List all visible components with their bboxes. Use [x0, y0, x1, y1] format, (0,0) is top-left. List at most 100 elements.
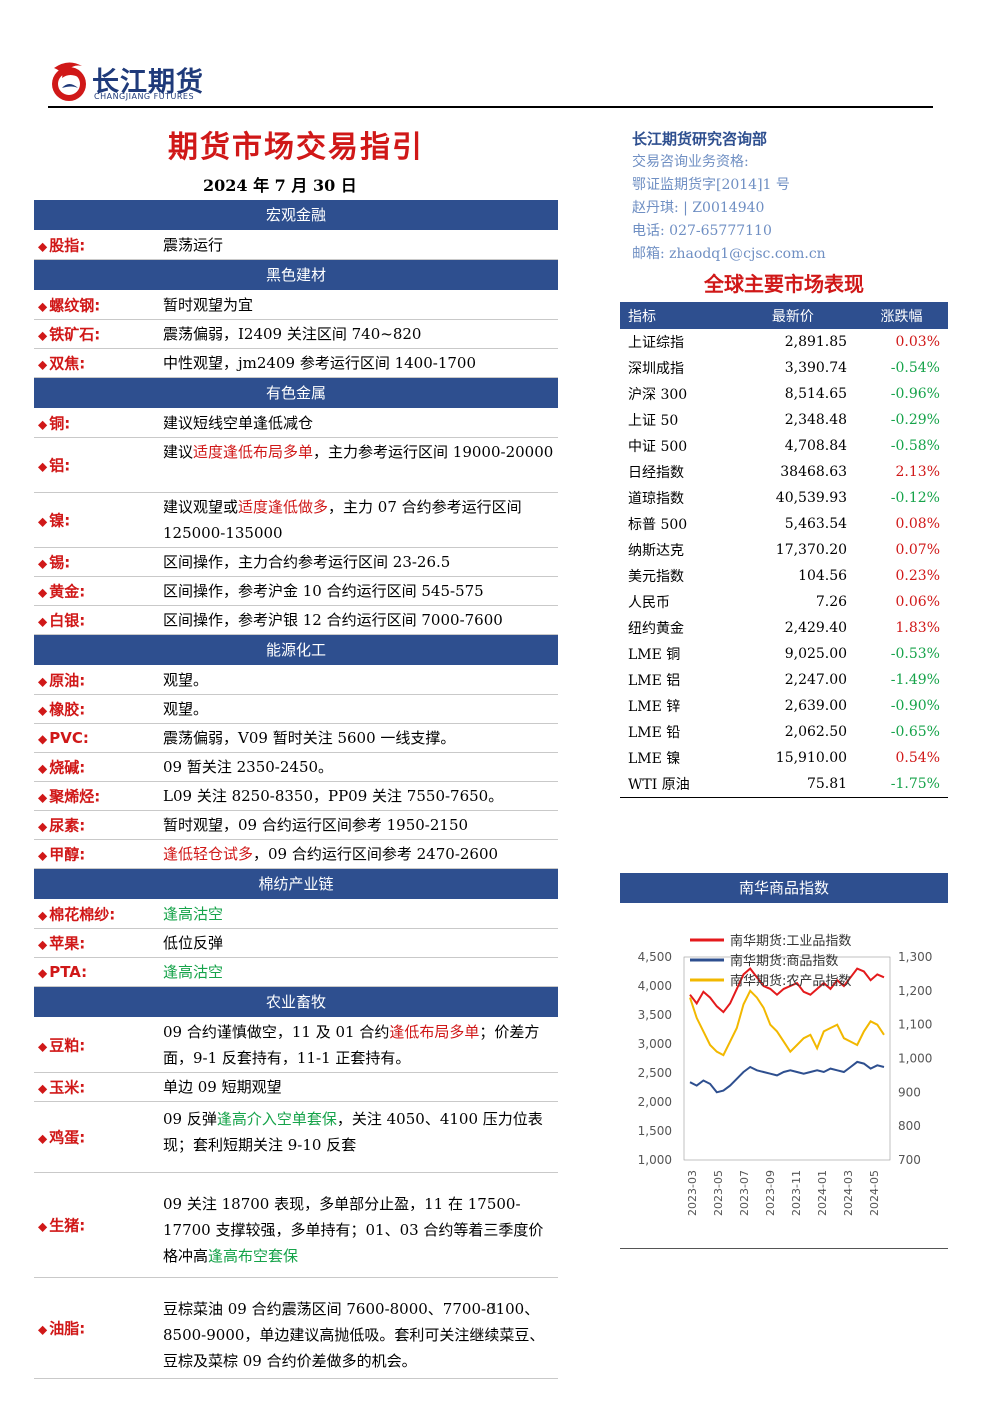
diamond-bullet-icon: ◆: [38, 514, 48, 529]
commodity-label: ◆ 双焦:: [38, 353, 85, 374]
diamond-bullet-icon: ◆: [38, 1322, 48, 1337]
nanhua-index-chart: 4,500 4,000 3,500 3,000 2,500 2,000 1,500 1,000…: [638, 933, 933, 1216]
commodity-label: ◆ 烧碱:: [38, 757, 85, 778]
commodity-label: ◆ 玉米:: [38, 1077, 85, 1098]
series-line-1: [689, 1060, 885, 1094]
commodity-name: 镍:: [49, 511, 71, 530]
left-axis-tick: 2,500: [638, 1066, 672, 1080]
diamond-bullet-icon: ◆: [38, 1039, 48, 1054]
guidance-text: 暂时观望为宜: [163, 291, 558, 319]
header-change: 涨跌幅: [855, 302, 948, 329]
commodity-label: ◆ 聚烯烃:: [38, 786, 100, 807]
market-table-title: 全球主要市场表现: [704, 272, 864, 296]
commodity-label: ◆ 甲醇:: [38, 844, 85, 865]
x-axis-tick: 2023-07: [738, 1170, 751, 1216]
change-percent: 0.23%: [895, 568, 940, 584]
commodity-name: 聚烯烃:: [49, 787, 101, 806]
market-row: LME 铅 2,062.50 -0.65%: [620, 719, 948, 745]
latest-price: 104.56: [798, 568, 848, 584]
plot-frame: [683, 956, 891, 1161]
latest-price: 2,348.48: [784, 412, 848, 428]
advice-text: 震荡运行: [163, 236, 224, 254]
commodity-label: ◆ 豆粕:: [38, 1035, 85, 1056]
commodity-name: 股指:: [49, 236, 86, 255]
change-percent: -0.53%: [890, 646, 940, 662]
legend-label: 南华期货:农产品指数: [730, 973, 851, 989]
advice-text: L09 关注 8250-8350，PP09 关注 7550-7650。: [163, 787, 504, 805]
diamond-bullet-icon: ◆: [38, 585, 48, 600]
commodity-label: ◆ 苹果:: [38, 933, 85, 954]
change-percent: -0.90%: [890, 698, 940, 714]
market-row: 上证综指 2,891.85 0.03%: [620, 329, 948, 355]
commodity-label: ◆ 鸡蛋:: [38, 1127, 85, 1148]
x-axis-tick: 2023-03: [686, 1170, 699, 1216]
diamond-bullet-icon: ◆: [38, 239, 48, 254]
commodity-name: PVC:: [49, 729, 89, 747]
commodity-name: 鸡蛋:: [49, 1128, 86, 1147]
contact-info: 长江期货研究咨询部 交易咨询业务资格: 鄂证监期货字[2014]1 号 赵丹琪:…: [632, 128, 826, 266]
advice-text: 豆棕菜油 09 合约震荡区间 7600-8000、7700-8100、8500-…: [163, 1300, 545, 1370]
guidance-text: 逢高沽空: [163, 958, 558, 986]
advice-text: 震荡偏弱，I2409 关注区间 740~820: [163, 325, 422, 343]
latest-price: 17,370.20: [775, 542, 848, 558]
guidance-text: 09 反弹逢高介入空单套保，关注 4050、4100 压力位表现；套利短期关注 …: [163, 1102, 558, 1158]
commodity-name: 棉花棉纱:: [49, 905, 116, 924]
commodity-name: 甲醇:: [49, 845, 86, 864]
chart-bottom-rule: [620, 1248, 948, 1249]
guidance-row: ◆ 双焦: 中性观望，jm2409 参考运行区间 1400-1700: [34, 349, 558, 378]
advice-text: 观望。: [163, 700, 209, 718]
diamond-bullet-icon: ◆: [38, 761, 48, 776]
market-row: LME 铜 9,025.00 -0.53%: [620, 641, 948, 667]
advice-text: 低位反弹: [163, 934, 224, 952]
guidance-row: ◆ 豆粕: 09 合约谨慎做空，11 及 01 合约逢低布局多单；价差方面，9-1 …: [34, 1018, 558, 1073]
commodity-name: 油脂:: [49, 1319, 86, 1338]
commodity-label: ◆ 股指:: [38, 235, 85, 256]
diamond-bullet-icon: ◆: [38, 790, 48, 805]
diamond-bullet-icon: ◆: [38, 1081, 48, 1096]
latest-price: 7.26: [815, 594, 848, 610]
latest-price: 3,390.74: [784, 360, 848, 376]
advice-text: 区间操作，主力合约参考运行区间 23-26.5: [163, 553, 451, 571]
commodity-name: 白银:: [49, 611, 86, 630]
latest-price: 5,463.54: [784, 516, 848, 532]
market-row: 道琼指数 40,539.93 -0.12%: [620, 485, 948, 511]
guidance-row: ◆ 锡: 区间操作，主力合约参考运行区间 23-26.5: [34, 548, 558, 577]
change-percent: -0.96%: [890, 386, 940, 402]
latest-price: 40,539.93: [775, 490, 848, 506]
advice-text: 震荡偏弱，V09 暂时关注 5600 一线支撑。: [163, 729, 456, 747]
guidance-row: ◆ 油脂: 豆棕菜油 09 合约震荡区间 7600-8000、7700-8100、8…: [34, 1278, 558, 1379]
guidance-row: ◆ 棉花棉纱: 逢高沽空: [34, 900, 558, 929]
commodity-name: 玉米:: [49, 1078, 86, 1097]
market-row: LME 铝 2,247.00 -1.49%: [620, 667, 948, 693]
latest-price: 38468.63: [780, 464, 848, 480]
market-row: WTI 原油 75.81 -1.75%: [620, 771, 948, 798]
advice-text: 区间操作，参考沪金 10 合约运行区间 545-575: [163, 582, 484, 600]
commodity-name: 双焦:: [49, 354, 86, 373]
guidance-row: ◆ 铜: 建议短线空单逢低减仓: [34, 409, 558, 438]
guidance-text: 观望。: [163, 666, 558, 694]
change-percent: 2.13%: [895, 464, 940, 480]
email[interactable]: 邮箱: zhaodq1@cjsc.com.cn: [632, 246, 826, 262]
diamond-bullet-icon: ◆: [38, 674, 48, 689]
guidance-row: ◆ 玉米: 单边 09 短期观望: [34, 1073, 558, 1102]
market-row: 中证 500 4,708.84 -0.58%: [620, 433, 948, 459]
guidance-text: 建议观望或适度逢低做多，主力 07 合约参考运行区间 125000-135000: [163, 493, 558, 546]
commodity-name: 螺纹钢:: [49, 296, 101, 315]
advice-text: ，09 合约运行区间参考 2470-2600: [253, 845, 499, 863]
section-header: 农业畜牧: [34, 987, 558, 1018]
indicator-name: 美元指数: [628, 569, 684, 585]
guidance-text: 区间操作，主力合约参考运行区间 23-26.5: [163, 548, 558, 576]
guidance-text: 区间操作，参考沪银 12 合约运行区间 7000-7600: [163, 606, 558, 634]
right-axis-tick: 800: [898, 1119, 921, 1133]
market-table-header: 指标 最新价 涨跌幅: [620, 302, 948, 329]
guidance-row: ◆ PVC: 震荡偏弱，V09 暂时关注 5600 一线支撑。: [34, 724, 558, 753]
section-header: 黑色建材: [34, 260, 558, 291]
left-axis-tick: 4,000: [638, 979, 672, 993]
change-percent: -0.58%: [890, 438, 940, 454]
advice-text: 单边 09 短期观望: [163, 1078, 282, 1096]
guidance-text: 09 合约谨慎做空，11 及 01 合约逢低布局多单；价差方面，9-1 反套持有…: [163, 1018, 558, 1071]
x-axis-tick: 2024-01: [816, 1170, 829, 1216]
section-header: 棉纺产业链: [34, 869, 558, 900]
indicator-name: 人民币: [628, 595, 670, 611]
series-line-0: [689, 967, 885, 1014]
